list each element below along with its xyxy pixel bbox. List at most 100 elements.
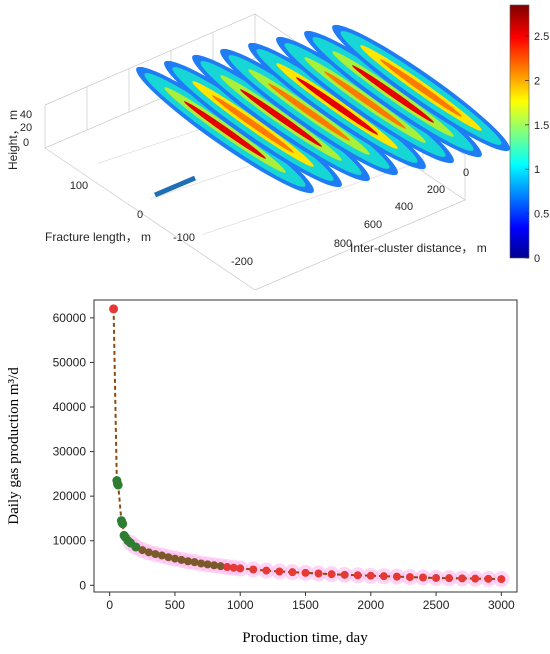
data-point	[327, 570, 336, 579]
data-point	[144, 548, 153, 557]
y-tick-label: -200	[231, 256, 253, 268]
fracture-core	[296, 77, 378, 135]
y-tick-label: 0	[79, 578, 86, 592]
data-point	[229, 563, 238, 572]
data-point	[484, 574, 493, 583]
y-tick-label: 60000	[53, 311, 87, 325]
z-tick-label: 0	[23, 137, 29, 149]
data-point	[275, 567, 284, 576]
data-point	[301, 568, 310, 577]
y-tick-label: 30000	[53, 445, 87, 459]
fracture-band	[276, 36, 454, 164]
data-point	[138, 546, 147, 555]
data-point	[445, 574, 454, 583]
y-tick-label: 40000	[53, 400, 87, 414]
colorbar-tick-label: 2	[534, 75, 540, 87]
z-tick-label: 20	[20, 122, 32, 134]
data-point	[236, 564, 245, 573]
fracture-band	[248, 42, 426, 170]
y-tick-label: 50000	[53, 355, 87, 369]
data-point	[109, 304, 119, 314]
data-point	[203, 560, 212, 569]
fracture-core	[184, 101, 266, 159]
y-tick-label: 20000	[53, 489, 87, 503]
x-axis-label: Production time, day	[242, 630, 368, 646]
data-point	[458, 574, 467, 583]
x-tick-label: 3000	[488, 598, 515, 612]
data-point	[113, 480, 123, 490]
plot-frame	[93, 299, 518, 593]
data-point	[366, 571, 375, 580]
data-point	[223, 563, 232, 572]
y-axis-label: Daily gas production m³/d	[6, 367, 22, 525]
colorbar-tick-label: 1.5	[534, 120, 549, 132]
data-point	[249, 565, 258, 574]
z-axis-label-3d: Height， m	[6, 110, 20, 170]
data-point	[262, 566, 271, 575]
data-point	[190, 558, 199, 567]
data-point	[379, 572, 388, 581]
production-chart: 0 500 1000 1500 2000 2500 3000 0 10000 20000 3000…	[6, 299, 518, 646]
data-point	[216, 562, 225, 571]
x-tick-label: 800	[334, 238, 352, 250]
y-axis-label-3d: Fracture length， m	[45, 230, 151, 244]
fracture-band	[332, 24, 510, 152]
data-point	[419, 573, 427, 582]
y-tick-label: 100	[70, 180, 88, 192]
fracture-band	[136, 66, 314, 194]
data-point	[157, 551, 166, 560]
x-tick-label: 600	[364, 219, 382, 231]
y-tick-label: 10000	[53, 534, 87, 548]
fracture-core	[324, 71, 406, 129]
fracture-band	[220, 48, 398, 176]
colorbar-tick-label: 2.5	[534, 31, 549, 43]
fracture-band	[164, 60, 342, 188]
x-tick-label: 400	[395, 201, 413, 213]
wellbore	[154, 175, 196, 198]
fracture-band	[304, 30, 482, 158]
x-tick-label: 1500	[292, 598, 319, 612]
x-tick-label: 500	[165, 598, 185, 612]
data-point	[405, 573, 414, 582]
grid-line	[202, 164, 413, 235]
colorbar	[509, 4, 530, 259]
data-point	[177, 555, 186, 564]
x-tick-label: 0	[106, 598, 113, 612]
colorbar-tick-label: 0	[534, 253, 540, 265]
fracture-core	[268, 83, 350, 141]
x-tick-label: 2500	[423, 598, 450, 612]
fracture-core	[240, 89, 322, 147]
y-tick-label: 0	[137, 209, 143, 221]
data-point	[197, 559, 206, 568]
fracture-band	[192, 54, 370, 182]
x-axis-ticks: 0 500 1000 1500 2000 2500 3000	[106, 592, 515, 612]
x-tick-label: 0	[463, 167, 469, 179]
data-point	[170, 554, 179, 563]
data-point	[184, 557, 192, 566]
x-tick-label: 200	[427, 184, 445, 196]
data-point	[164, 553, 173, 562]
x-tick-label: 1000	[227, 598, 254, 612]
data-point	[353, 571, 362, 580]
data-point	[471, 574, 480, 583]
colorbar-ticks: 0 0.5 1 1.5 2 2.5	[525, 31, 549, 265]
data-point	[118, 519, 128, 529]
fracture-core	[352, 65, 434, 123]
data-point	[314, 569, 323, 578]
x-tick-label: 2000	[357, 598, 384, 612]
data-point	[392, 572, 401, 581]
fracture-core	[212, 95, 294, 153]
z-tick-label: 40	[20, 109, 32, 121]
y-tick-label: -100	[173, 232, 195, 244]
fracture-core	[380, 59, 462, 117]
data-point	[432, 573, 441, 582]
x-axis-label-3d: Inter-cluster distance， m	[350, 241, 487, 255]
data-point	[131, 542, 141, 552]
data-point	[497, 575, 506, 584]
data-point	[151, 550, 160, 559]
colorbar-tick-label: 0.5	[534, 209, 549, 221]
data-point	[288, 568, 297, 577]
colorbar-tick-label: 1	[534, 164, 540, 176]
